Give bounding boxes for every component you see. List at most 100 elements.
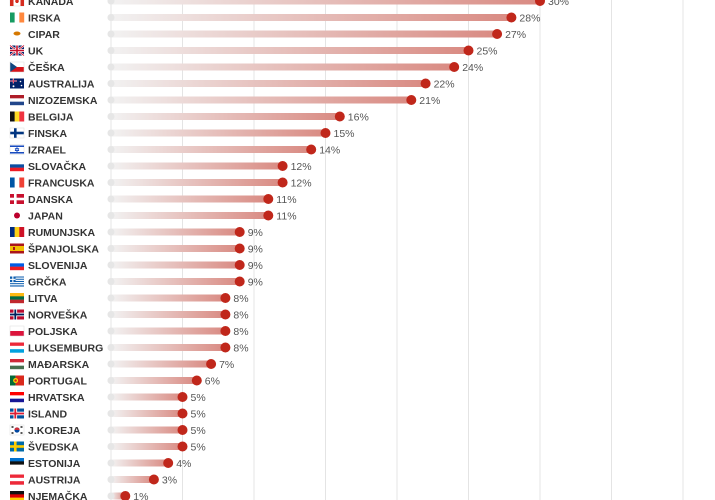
chart-row: AUSTRIJA 3% xyxy=(10,474,177,486)
bar xyxy=(111,96,412,104)
country-flag-icon xyxy=(10,408,24,419)
bar-start-cap xyxy=(107,311,115,318)
chart-row: J.KOREJA 5% xyxy=(9,424,206,437)
value-dot xyxy=(177,441,188,452)
value-dot xyxy=(191,375,202,386)
bar-start-cap xyxy=(107,0,115,5)
chart-row: NIZOZEMSKA 21% xyxy=(10,95,440,107)
country-label: LUKSEMBURG xyxy=(28,342,103,354)
value-dot xyxy=(463,45,474,56)
bar xyxy=(111,344,226,351)
country-flag-icon xyxy=(9,424,25,436)
country-label: J.KOREJA xyxy=(28,425,81,437)
bar xyxy=(111,360,212,368)
bar xyxy=(111,245,240,252)
value-dot xyxy=(277,161,288,171)
chart-row: LITVA 8% xyxy=(10,293,249,305)
chart-row: UK 25% xyxy=(9,44,498,57)
value-dot xyxy=(420,78,431,89)
country-flag-icon xyxy=(10,491,24,500)
chart-row: MAĐARSKA 7% xyxy=(10,359,234,371)
value-dot xyxy=(220,342,231,353)
country-label: NORVEŠKA xyxy=(28,308,88,321)
value-label: 12% xyxy=(291,161,312,173)
chart-row: FINSKA 15% xyxy=(9,127,355,140)
chart-row: ESTONIJA 4% xyxy=(10,458,191,470)
bar xyxy=(111,80,426,87)
country-flag-icon xyxy=(10,95,24,106)
country-label: SLOVENIJA xyxy=(28,260,88,272)
country-label: RUMUNJSKA xyxy=(28,227,96,239)
country-flag-icon xyxy=(10,309,24,320)
country-label: LITVA xyxy=(28,293,58,305)
value-label: 6% xyxy=(205,375,220,387)
value-label: 9% xyxy=(248,276,263,288)
country-flag-icon xyxy=(10,161,24,172)
bar-start-cap xyxy=(107,113,115,120)
value-dot xyxy=(234,243,245,254)
country-label: BELGIJA xyxy=(28,111,74,123)
bar xyxy=(111,377,197,384)
chart-row: SLOVAČKA 12% xyxy=(10,160,312,173)
chart-row: RUMUNJSKA 9% xyxy=(10,227,263,239)
bar xyxy=(111,162,283,170)
country-flag-icon xyxy=(9,44,25,57)
country-flag-icon xyxy=(9,61,25,73)
value-label: 8% xyxy=(233,342,248,354)
country-label: JAPAN xyxy=(28,210,63,222)
chart-row: IZRAEL 14% xyxy=(9,144,340,156)
chart-row: ŠVEDSKA 5% xyxy=(10,440,206,453)
value-label: 11% xyxy=(276,194,296,206)
value-dot xyxy=(492,29,503,39)
country-label: NJEMAČKA xyxy=(28,490,88,500)
value-dot xyxy=(206,359,217,369)
bar-start-cap xyxy=(107,212,115,219)
bar xyxy=(111,426,183,434)
value-dot xyxy=(263,194,274,204)
value-dot xyxy=(263,210,274,221)
chart-row: CIPAR 27% xyxy=(10,29,526,41)
bar xyxy=(111,0,540,5)
value-label: 5% xyxy=(191,441,206,453)
bar-start-cap xyxy=(107,410,115,417)
country-flag-icon xyxy=(10,375,24,386)
bar-start-cap xyxy=(107,162,115,170)
country-flag-icon xyxy=(10,78,24,89)
value-label: 30% xyxy=(548,0,569,8)
bar-start-cap xyxy=(107,129,115,137)
value-label: 8% xyxy=(233,326,248,338)
chart-row: LUKSEMBURG 8% xyxy=(10,342,249,354)
country-label: ČEŠKA xyxy=(28,61,65,74)
value-label: 27% xyxy=(505,29,526,41)
value-dot xyxy=(220,293,231,303)
country-label: FRANCUSKA xyxy=(28,177,95,189)
bar xyxy=(111,195,269,203)
bar-start-cap xyxy=(107,344,115,351)
chart-row: ČEŠKA 24% xyxy=(9,61,483,74)
value-label: 11% xyxy=(276,210,296,222)
country-label: IRSKA xyxy=(28,12,61,24)
value-label: 1% xyxy=(133,491,148,500)
value-dot xyxy=(177,408,188,419)
country-label: DANSKA xyxy=(28,194,73,206)
value-label: 16% xyxy=(348,111,369,123)
bar xyxy=(111,311,226,318)
bar-start-cap xyxy=(107,80,115,87)
country-flag-icon xyxy=(10,276,24,287)
bar-start-cap xyxy=(107,261,115,269)
value-dot xyxy=(234,260,245,270)
country-flag-icon xyxy=(10,29,24,39)
bar-start-cap xyxy=(107,426,115,434)
country-flag-icon xyxy=(10,293,24,304)
chart-rows: KANADA 30% IRSKA 28% CIPAR 27% UK 25% ČEŠKA 24% AU… xyxy=(9,0,569,500)
bar xyxy=(111,278,240,285)
value-label: 24% xyxy=(462,62,483,74)
bar-start-cap xyxy=(107,179,115,186)
country-flag-icon xyxy=(10,177,25,188)
chart-row: HRVATSKA 5% xyxy=(10,392,206,404)
value-label: 9% xyxy=(248,243,263,255)
country-flag-icon xyxy=(9,0,25,7)
value-label: 4% xyxy=(176,458,191,470)
value-dot xyxy=(148,474,159,485)
